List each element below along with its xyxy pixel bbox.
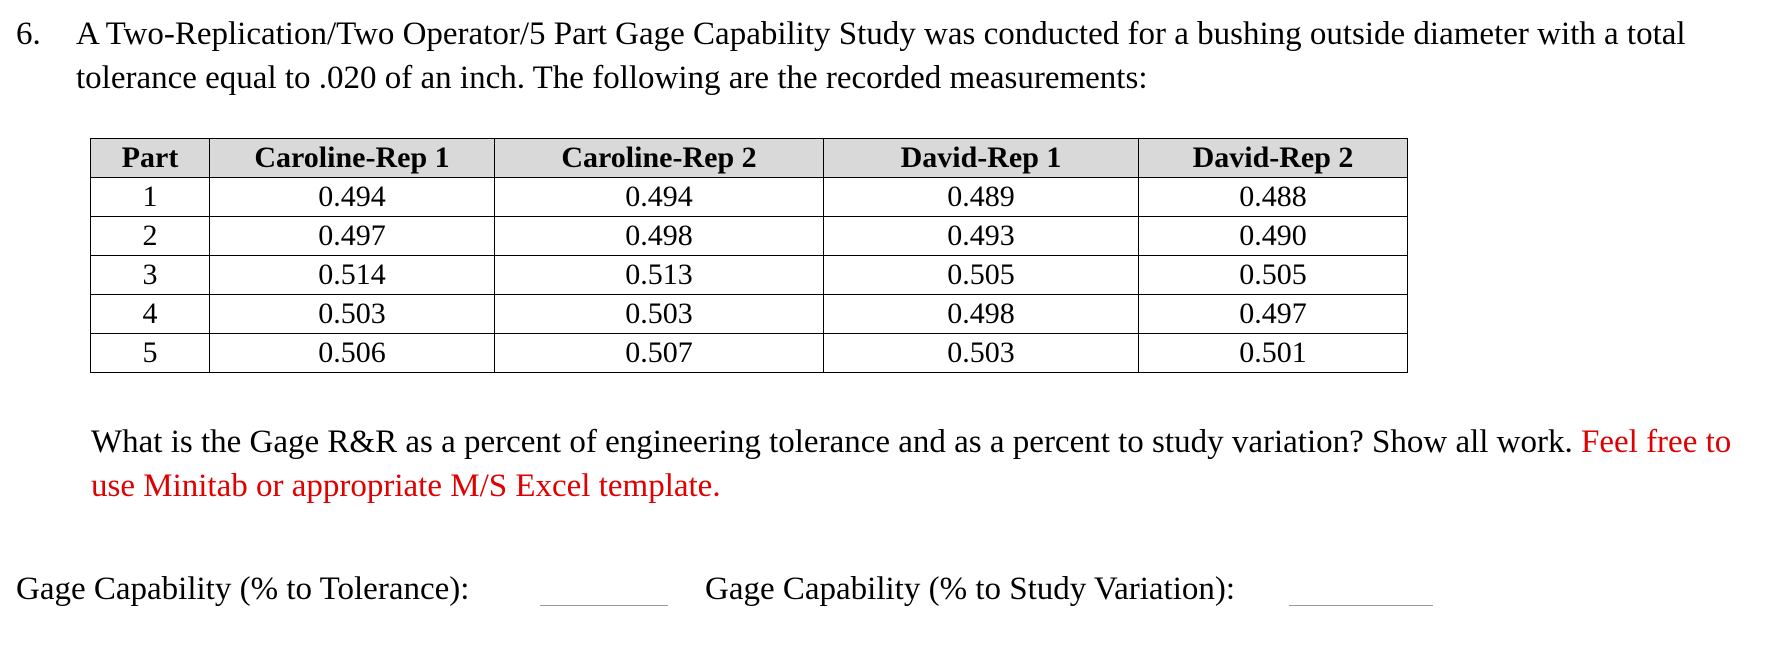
cell-david-rep-2: 0.490 <box>1138 216 1408 256</box>
cell-caroline-rep-2: 0.507 <box>494 333 824 373</box>
table-row: 4 0.503 0.503 0.498 0.497 <box>90 294 1408 334</box>
cell-david-rep-1: 0.503 <box>823 333 1139 373</box>
cell-part: 3 <box>90 255 210 295</box>
cell-david-rep-1: 0.505 <box>823 255 1139 295</box>
cell-caroline-rep-2: 0.513 <box>494 255 824 295</box>
cell-david-rep-1: 0.493 <box>823 216 1139 256</box>
cell-david-rep-2: 0.501 <box>1138 333 1408 373</box>
cell-caroline-rep-1: 0.497 <box>209 216 495 256</box>
header-david-rep-1: David-Rep 1 <box>823 138 1139 178</box>
header-caroline-rep-2: Caroline-Rep 2 <box>494 138 824 178</box>
question: What is the Gage R&R as a percent of eng… <box>91 420 1751 508</box>
cell-part: 5 <box>90 333 210 373</box>
header-part: Part <box>90 138 210 178</box>
cell-caroline-rep-1: 0.494 <box>209 177 495 217</box>
cell-caroline-rep-2: 0.503 <box>494 294 824 334</box>
tolerance-label: Gage Capability (% to Tolerance): <box>16 571 470 607</box>
question-highlight: Feel free to use Minitab or appropriate … <box>91 424 1732 504</box>
cell-caroline-rep-2: 0.498 <box>494 216 824 256</box>
table-row: 3 0.514 0.513 0.505 0.505 <box>90 255 1408 295</box>
cell-part: 2 <box>90 216 210 256</box>
cell-david-rep-1: 0.498 <box>823 294 1139 334</box>
study-variation-label: Gage Capability (% to Study Variation): <box>705 571 1236 607</box>
cell-david-rep-2: 0.497 <box>1138 294 1408 334</box>
table-header-row: Part Caroline-Rep 1 Caroline-Rep 2 David… <box>90 138 1408 178</box>
header-david-rep-2: David-Rep 2 <box>1138 138 1408 178</box>
cell-caroline-rep-1: 0.503 <box>209 294 495 334</box>
problem-text: A Two-Replication/Two Operator/5 Part Ga… <box>76 16 1686 96</box>
study-variation-answer-blank[interactable] <box>1289 605 1433 606</box>
cell-david-rep-2: 0.505 <box>1138 255 1408 295</box>
cell-part: 1 <box>90 177 210 217</box>
cell-david-rep-2: 0.488 <box>1138 177 1408 217</box>
cell-david-rep-1: 0.489 <box>823 177 1139 217</box>
cell-caroline-rep-1: 0.506 <box>209 333 495 373</box>
question-text: What is the Gage R&R as a percent of eng… <box>91 424 1581 460</box>
table-row: 5 0.506 0.507 0.503 0.501 <box>90 333 1408 373</box>
measurements-table: Part Caroline-Rep 1 Caroline-Rep 2 David… <box>90 138 1408 373</box>
cell-caroline-rep-2: 0.494 <box>494 177 824 217</box>
table-row: 2 0.497 0.498 0.493 0.490 <box>90 216 1408 256</box>
cell-caroline-rep-1: 0.514 <box>209 255 495 295</box>
cell-part: 4 <box>90 294 210 334</box>
table-row: 1 0.494 0.494 0.489 0.488 <box>90 177 1408 217</box>
tolerance-answer-blank[interactable] <box>540 605 668 606</box>
header-caroline-rep-1: Caroline-Rep 1 <box>209 138 495 178</box>
problem-number: 6. <box>16 16 41 52</box>
